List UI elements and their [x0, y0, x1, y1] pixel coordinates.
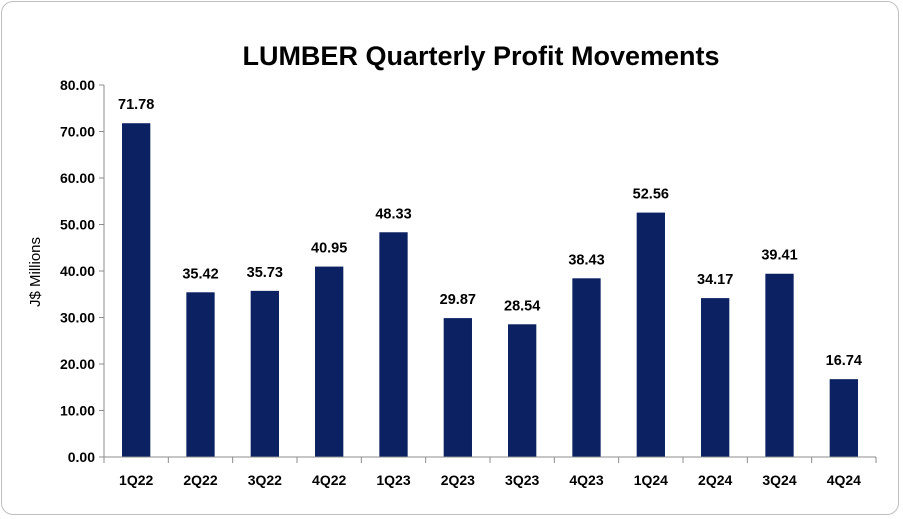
data-label: 16.74: [826, 353, 862, 369]
axes: [103, 85, 876, 458]
x-tick-label: 2Q24: [698, 472, 732, 488]
x-tick-label: 4Q23: [569, 472, 603, 488]
y-tick-label: 60.00: [60, 170, 95, 186]
data-labels: 71.78 35.42 35.73 40.95 48.33 29.87 28.54 38.43…: [118, 97, 862, 369]
bar-2q23: [443, 318, 472, 457]
y-tick-label: 40.00: [60, 263, 95, 279]
bars: [122, 123, 858, 458]
y-axis-label: J$ Millions: [27, 237, 44, 307]
data-label: 40.95: [311, 241, 347, 257]
data-label: 35.73: [247, 265, 283, 281]
x-tick-label: 2Q23: [441, 472, 475, 488]
x-tick-label: 3Q23: [505, 472, 539, 488]
bar-2q22: [186, 292, 215, 457]
x-tick-label: 3Q22: [248, 472, 282, 488]
data-label: 39.41: [761, 248, 797, 264]
chart-title: LUMBER Quarterly Profit Movements: [242, 41, 719, 71]
x-tick-label: 2Q22: [183, 472, 217, 488]
data-label: 28.54: [504, 298, 540, 314]
x-tick-label: 4Q24: [827, 472, 861, 488]
data-label: 71.78: [118, 97, 154, 113]
y-tick-label: 10.00: [60, 403, 95, 419]
y-tick-label: 20.00: [60, 356, 95, 372]
y-tick-label: 50.00: [60, 217, 95, 233]
y-tick-label: 80.00: [60, 77, 95, 93]
y-tick-label: 0.00: [68, 449, 95, 465]
data-label: 52.56: [633, 187, 669, 203]
x-tick-label: 1Q22: [119, 472, 153, 488]
data-label: 38.43: [568, 252, 604, 268]
x-tick-label: 3Q24: [762, 472, 796, 488]
bar-3q24: [765, 273, 794, 457]
data-label: 29.87: [440, 292, 476, 308]
y-axis-ticks: 0.00 10.00 20.00 30.00 40.00 50.00 60.00 70.00 8…: [60, 77, 104, 465]
data-label: 35.42: [182, 266, 218, 282]
y-tick-label: 30.00: [60, 310, 95, 326]
bar-4q22: [315, 266, 344, 457]
bar-1q24: [636, 212, 665, 457]
data-label: 48.33: [375, 206, 411, 222]
bar-4q23: [572, 278, 601, 457]
data-label: 34.17: [697, 272, 733, 288]
x-tick-label: 1Q24: [634, 472, 668, 488]
bar-1q22: [122, 123, 151, 458]
bar-3q22: [250, 290, 279, 457]
bar-2q24: [701, 298, 730, 457]
x-axis-ticks: 1Q22 2Q22 3Q22 4Q22 1Q23 2Q23 3Q23 4Q23 1Q24 2Q24…: [103, 457, 877, 488]
bar-1q23: [379, 232, 408, 457]
y-tick-label: 70.00: [60, 124, 95, 140]
x-tick-label: 4Q22: [312, 472, 346, 488]
bar-3q23: [508, 324, 537, 457]
x-tick-label: 1Q23: [376, 472, 410, 488]
bar-4q24: [829, 379, 858, 457]
